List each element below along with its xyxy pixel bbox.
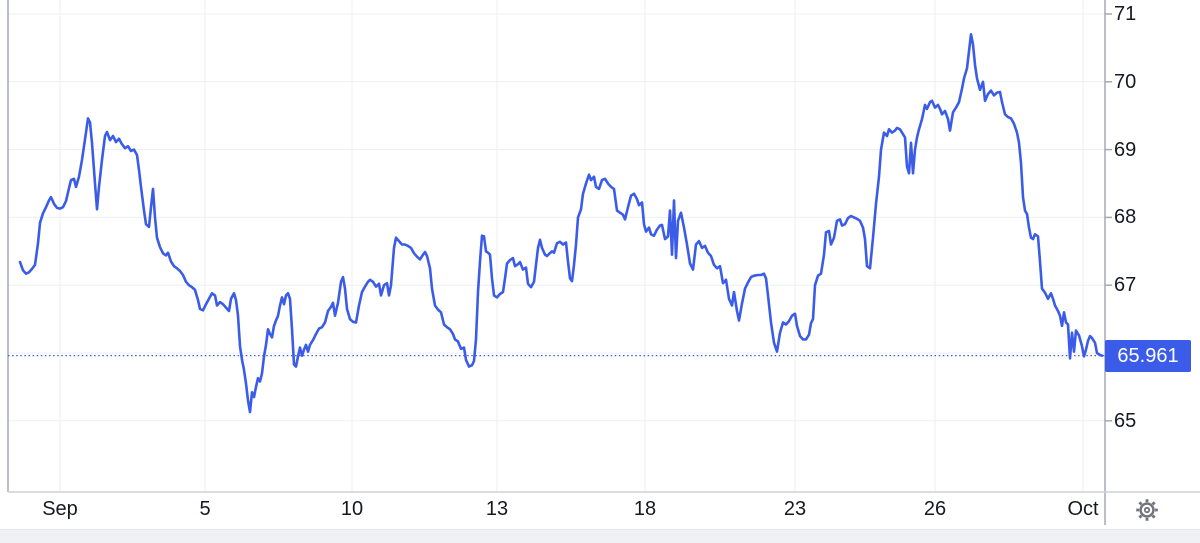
current-price-badge: 65.961 <box>1105 340 1191 372</box>
x-axis-label: 18 <box>633 498 657 520</box>
y-axis-label: 71 <box>1114 3 1137 25</box>
footer-strip <box>0 529 1200 543</box>
x-axis-label: 5 <box>199 498 211 520</box>
x-axis-label: 26 <box>923 498 947 520</box>
price-series-line <box>18 33 1104 414</box>
x-axis-label: 13 <box>485 498 509 520</box>
x-axis-label: Oct <box>1067 498 1099 520</box>
settings-gear-button[interactable] <box>1133 496 1161 524</box>
x-axis-label: Sep <box>42 498 78 520</box>
x-axis-label: 23 <box>783 498 807 520</box>
x-axis-label: 10 <box>340 498 364 520</box>
y-axis-label: 69 <box>1114 139 1137 161</box>
y-axis-label: 70 <box>1114 71 1137 93</box>
y-axis-label: 67 <box>1114 274 1137 296</box>
y-axis-label: 65 <box>1114 410 1137 432</box>
gear-teeth <box>1136 499 1158 521</box>
y-axis-label: 68 <box>1114 206 1137 228</box>
gear-icon <box>1136 499 1158 521</box>
